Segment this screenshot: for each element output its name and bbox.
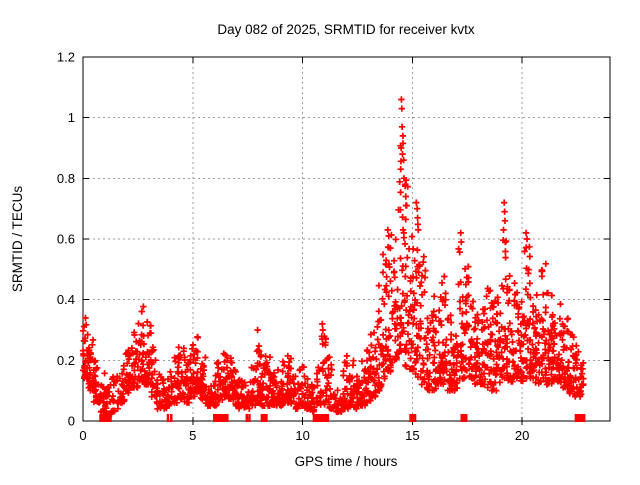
x-axis-label: GPS time / hours bbox=[295, 454, 398, 469]
x-tick-label: 20 bbox=[515, 428, 529, 443]
gap-square bbox=[248, 414, 251, 422]
y-tick-label: 1.2 bbox=[57, 50, 75, 65]
gap-square bbox=[409, 414, 417, 422]
gap-square bbox=[574, 414, 582, 422]
gap-square bbox=[166, 414, 170, 422]
chart-title: Day 082 of 2025, SRMTID for receiver kvt… bbox=[217, 22, 475, 37]
x-tick-label: 0 bbox=[79, 428, 86, 443]
gap-square bbox=[221, 414, 229, 422]
gap-square bbox=[260, 414, 268, 422]
y-tick-label: 0.8 bbox=[57, 171, 75, 186]
gap-square bbox=[318, 414, 326, 422]
gap-square bbox=[170, 414, 173, 422]
y-tick-label: 0.2 bbox=[57, 353, 75, 368]
gap-square bbox=[104, 414, 112, 422]
gap-square bbox=[245, 414, 249, 422]
plot-border bbox=[82, 56, 611, 422]
gap-square bbox=[99, 414, 107, 422]
scatter-points bbox=[79, 96, 587, 419]
data-point-markers bbox=[79, 96, 587, 419]
gap-square bbox=[312, 414, 320, 422]
gap-square bbox=[213, 414, 221, 422]
gap-square bbox=[322, 414, 330, 422]
y-tick-label: 0.6 bbox=[57, 232, 75, 247]
y-tick-label: 0.4 bbox=[57, 292, 75, 307]
gap-square bbox=[578, 414, 586, 422]
gap-square bbox=[216, 414, 224, 422]
tick-label-layer: 0 5 10 15 20 0 0.2 0.4 0.6 0.8 1 1.2 bbox=[57, 50, 529, 444]
x-tick-label: 5 bbox=[189, 428, 196, 443]
y-tick-label: 0 bbox=[68, 414, 75, 429]
x-tick-label: 15 bbox=[405, 428, 419, 443]
gap-markers bbox=[99, 414, 586, 422]
y-tick-label: 1 bbox=[68, 110, 75, 125]
gap-square bbox=[460, 414, 468, 422]
x-tick-label: 10 bbox=[295, 428, 309, 443]
y-axis-label: SRMTID / TECUs bbox=[10, 186, 25, 293]
